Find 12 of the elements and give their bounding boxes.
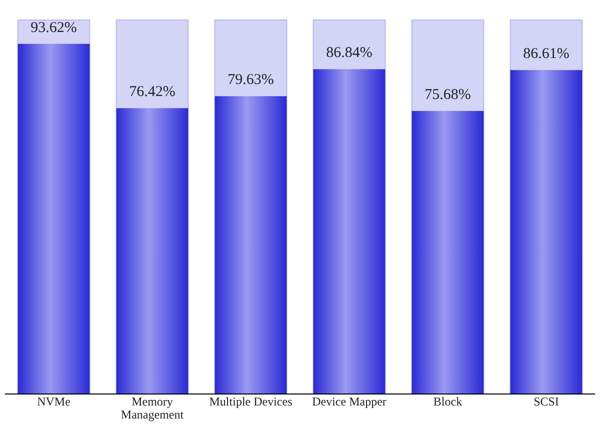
x-tick-label: Multiple Devices — [209, 394, 293, 409]
x-tick-label: Block — [433, 394, 462, 409]
x-tick-label: NVMe — [37, 394, 70, 409]
data-label: 86.61% — [523, 46, 570, 62]
data-label: 86.84% — [326, 45, 372, 62]
data-label: 76.42% — [129, 84, 176, 100]
x-tick-label: Device Mapper — [312, 394, 386, 409]
data-label: 75.68% — [424, 86, 471, 103]
x-tick-label: SCSI — [534, 394, 559, 409]
x-tick-label: Memory Management — [120, 394, 184, 422]
data-label: 79.63% — [228, 72, 274, 88]
data-label: 93.62% — [30, 20, 77, 36]
